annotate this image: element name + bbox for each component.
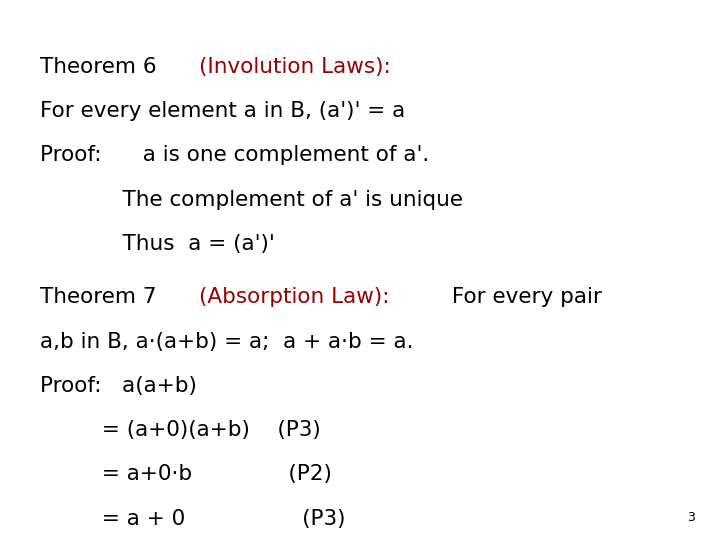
Text: (Absorption Law):: (Absorption Law): — [199, 287, 390, 307]
Text: Thus  a = (a')': Thus a = (a')' — [40, 234, 274, 254]
Text: Theorem 7: Theorem 7 — [40, 287, 163, 307]
Text: Theorem 6: Theorem 6 — [40, 57, 163, 77]
Text: = a + 0                 (P3): = a + 0 (P3) — [40, 509, 345, 529]
Text: For every element a in B, (a')' = a: For every element a in B, (a')' = a — [40, 101, 405, 121]
Text: Proof:   a(a+b): Proof: a(a+b) — [40, 376, 197, 396]
Text: 3: 3 — [687, 511, 695, 524]
Text: = a+0·b              (P2): = a+0·b (P2) — [40, 464, 331, 484]
Text: (Involution Laws):: (Involution Laws): — [199, 57, 391, 77]
Text: The complement of a' is unique: The complement of a' is unique — [40, 190, 463, 210]
Text: Proof:      a is one complement of a'.: Proof: a is one complement of a'. — [40, 145, 429, 165]
Text: a,b in B, a·(a+b) = a;  a + a·b = a.: a,b in B, a·(a+b) = a; a + a·b = a. — [40, 332, 413, 352]
Text: = (a+0)(a+b)    (P3): = (a+0)(a+b) (P3) — [40, 420, 320, 440]
Text: For every pair: For every pair — [445, 287, 602, 307]
